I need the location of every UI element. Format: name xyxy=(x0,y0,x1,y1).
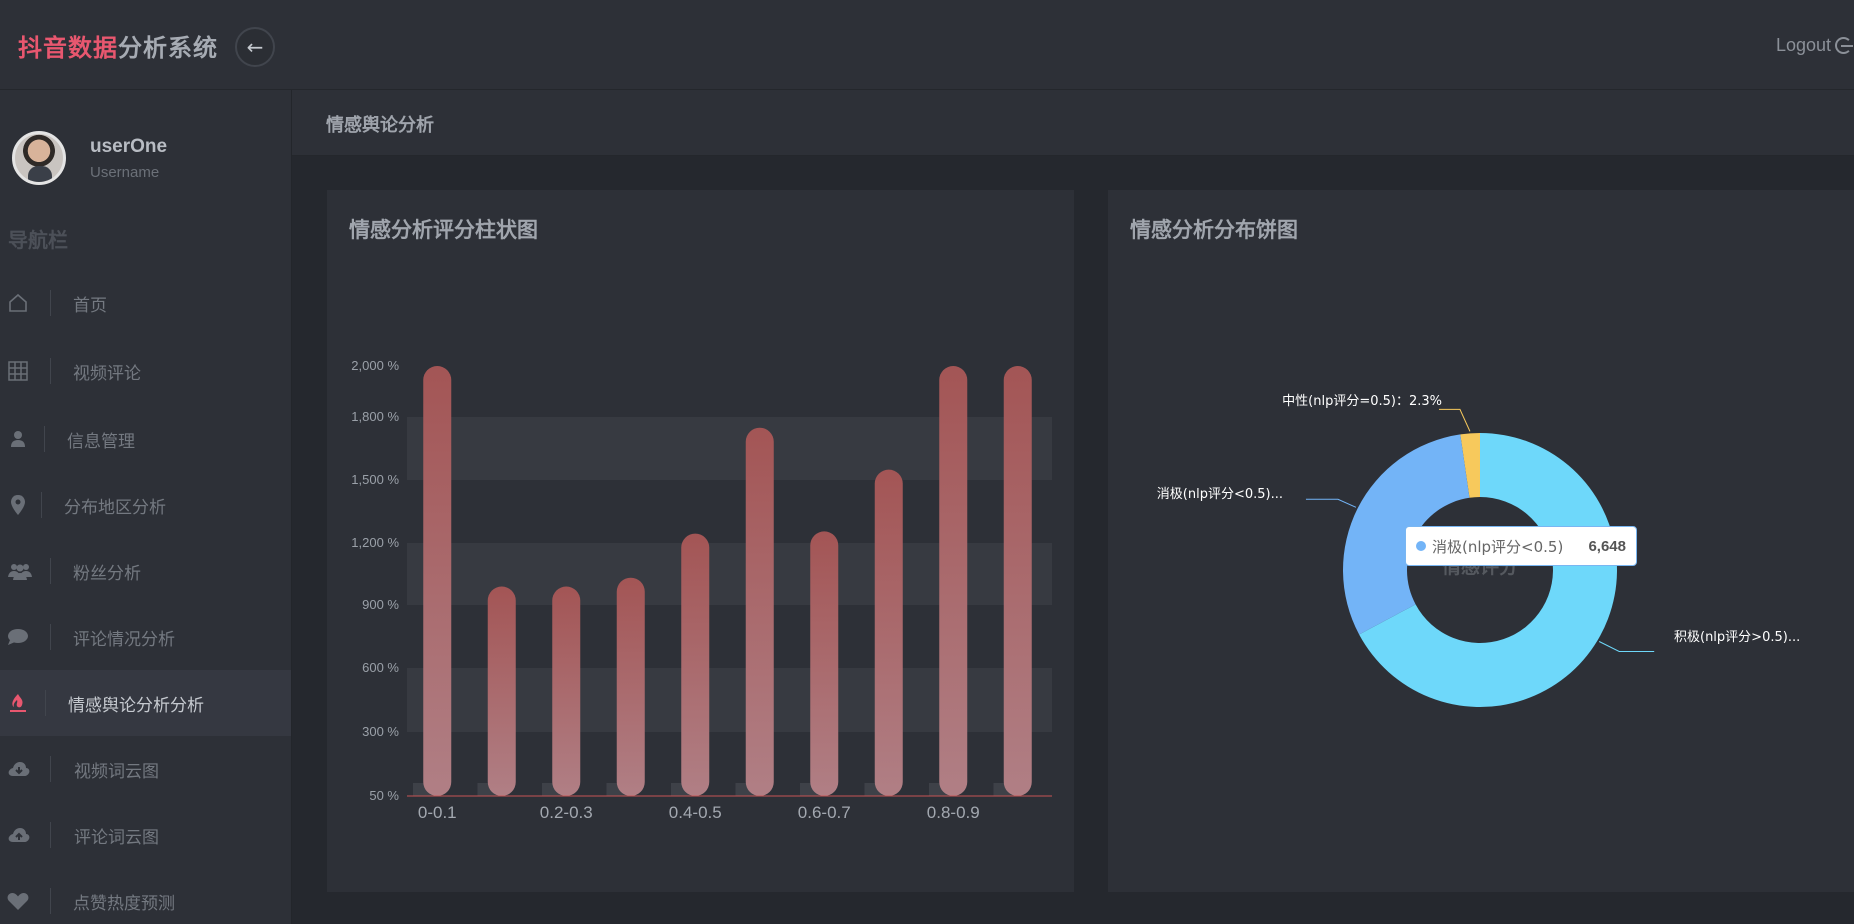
sidebar-item-sentiment-analysis[interactable]: 情感舆论分析分析 xyxy=(0,670,291,736)
sidebar-item-comment-analysis[interactable]: 评论情况分析 xyxy=(0,604,291,670)
page-title: 情感舆论分析 xyxy=(326,115,434,136)
x-tick-label: 0.6-0.7 xyxy=(798,803,851,822)
x-tick-label: 0.8-0.9 xyxy=(927,803,980,822)
tooltip-label: 消极(nlp评分<0.5) xyxy=(1432,537,1564,556)
y-tick-label: 1,800 % xyxy=(351,409,399,424)
user-profile[interactable]: userOne Username xyxy=(12,128,167,188)
app-brand[interactable]: 抖音数据分析系统 xyxy=(18,28,218,63)
bar-0.3-0.4[interactable] xyxy=(616,577,645,796)
bar-0.4-0.5[interactable] xyxy=(681,533,710,796)
pie-chart-title: 情感分析分布饼图 xyxy=(1130,218,1298,242)
sidebar-item-video-comments[interactable]: 视频评论 xyxy=(0,336,291,406)
pie-slice-label: 消极(nlp评分<0.5)... xyxy=(1157,487,1283,502)
top-header: 抖音数据分析系统 ← Logout xyxy=(0,0,1854,90)
bar-chart[interactable]: 50 % 300 % 600 % 900 % 1,200 % 1,500 % 1,800 %… xyxy=(327,190,1074,892)
cloud-download-icon xyxy=(7,758,31,780)
pie-leader-line xyxy=(1598,641,1655,653)
bar-0.1-0.2[interactable] xyxy=(487,586,516,796)
user-icon xyxy=(7,428,29,450)
logout-button[interactable]: Logout xyxy=(1776,35,1854,56)
logout-label: Logout xyxy=(1775,35,1831,55)
sidebar-item-video-wordcloud[interactable]: 视频词云图 xyxy=(0,736,291,802)
tooltip-value: 6,648 xyxy=(1588,537,1626,555)
pie-slice[interactable] xyxy=(1359,433,1617,707)
x-tick-label: 0.4-0.5 xyxy=(669,803,722,822)
pie-leader-line xyxy=(1439,408,1471,432)
sidebar-item-region-analysis[interactable]: 分布地区分析 xyxy=(0,472,291,538)
chart-tooltip: 消极(nlp评分<0.5) 6,648 xyxy=(1405,526,1637,566)
bar-0.5-0.6[interactable] xyxy=(745,427,774,796)
user-role: Username xyxy=(90,163,160,181)
sidebar-item-label: 点赞热度预测 xyxy=(73,893,175,914)
y-tick-label: 600 % xyxy=(362,660,399,675)
sidebar-toggle-button[interactable]: ← xyxy=(235,27,275,67)
pie-slice-label: 中性(nlp评分=0.5)：2.3% xyxy=(1282,394,1442,409)
user-name: userOne xyxy=(90,135,168,157)
pie-chart-panel: 情感分析分布饼图 情感评分 中性(nlp评分=0.5)：2.3% 积极(nlp评分… xyxy=(1108,190,1854,892)
users-icon xyxy=(7,560,33,582)
sidebar-item-label: 情感舆论分析分析 xyxy=(68,695,204,716)
bar-0-0.1[interactable] xyxy=(423,366,452,796)
y-tick-label: 900 % xyxy=(362,597,399,612)
avatar[interactable] xyxy=(12,131,66,185)
logout-icon xyxy=(1835,37,1853,54)
comment-icon xyxy=(7,626,29,648)
fire-icon xyxy=(7,692,29,714)
sidebar-item-label: 信息管理 xyxy=(67,431,135,452)
heart-icon xyxy=(7,890,29,912)
sidebar-item-home[interactable]: 首页 xyxy=(0,270,291,336)
sidebar-item-label: 评论情况分析 xyxy=(73,629,175,650)
bar-0.2-0.3[interactable] xyxy=(552,586,581,796)
sidebar-item-likes-prediction[interactable]: 点赞热度预测 xyxy=(0,868,291,924)
sidebar-nav: 首页 视频评论 信息管理 分布地区分析 xyxy=(0,270,291,924)
tooltip-color-dot xyxy=(1416,541,1426,551)
bar-0.6-0.7[interactable] xyxy=(810,531,839,796)
sidebar-item-info-management[interactable]: 信息管理 xyxy=(0,406,291,472)
bar-0.9-1[interactable] xyxy=(1003,366,1032,796)
brand-highlight: 抖音数据 xyxy=(18,34,118,62)
grid-icon xyxy=(7,360,29,382)
sidebar-item-comment-wordcloud[interactable]: 评论词云图 xyxy=(0,802,291,868)
bar-0.8-0.9[interactable] xyxy=(939,366,968,796)
x-tick-label: 0.2-0.3 xyxy=(540,803,593,822)
pie-slice[interactable] xyxy=(1460,433,1480,498)
sidebar-item-label: 评论词云图 xyxy=(74,827,159,848)
bar-0.7-0.8[interactable] xyxy=(874,469,903,796)
brand-rest: 分析系统 xyxy=(118,34,218,62)
home-icon xyxy=(7,292,29,314)
x-tick-label: 0-0.1 xyxy=(418,803,457,822)
y-tick-label: 50 % xyxy=(369,788,399,803)
map-pin-icon xyxy=(7,494,29,516)
sidebar-item-label: 视频评论 xyxy=(73,363,141,384)
page-header: 情感舆论分析 xyxy=(292,90,1854,156)
cloud-upload-icon xyxy=(7,824,31,846)
sidebar-item-label: 粉丝分析 xyxy=(73,563,141,584)
bar-chart-panel: 情感分析评分柱状图 50 % 300 % 600 % 900 % 1,200 % 1,50… xyxy=(327,190,1074,892)
sidebar-item-label: 首页 xyxy=(73,295,107,316)
sidebar-item-label: 分布地区分析 xyxy=(64,497,166,518)
sidebar-item-fans-analysis[interactable]: 粉丝分析 xyxy=(0,538,291,604)
sidebar: userOne Username 导航栏 首页 视频评论 信息管理 xyxy=(0,90,292,924)
y-tick-label: 1,500 % xyxy=(351,472,399,487)
arrow-left-icon: ← xyxy=(246,35,264,59)
sidebar-item-label: 视频词云图 xyxy=(74,761,159,782)
pie-leader-line xyxy=(1305,498,1357,508)
bar-chart-title: 情感分析评分柱状图 xyxy=(349,218,538,242)
pie-slice-label: 积极(nlp评分>0.5)... xyxy=(1674,630,1800,645)
nav-title: 导航栏 xyxy=(8,228,68,252)
y-tick-label: 300 % xyxy=(362,724,399,739)
y-tick-label: 1,200 % xyxy=(351,535,399,550)
y-tick-label: 2,000 % xyxy=(351,358,399,373)
